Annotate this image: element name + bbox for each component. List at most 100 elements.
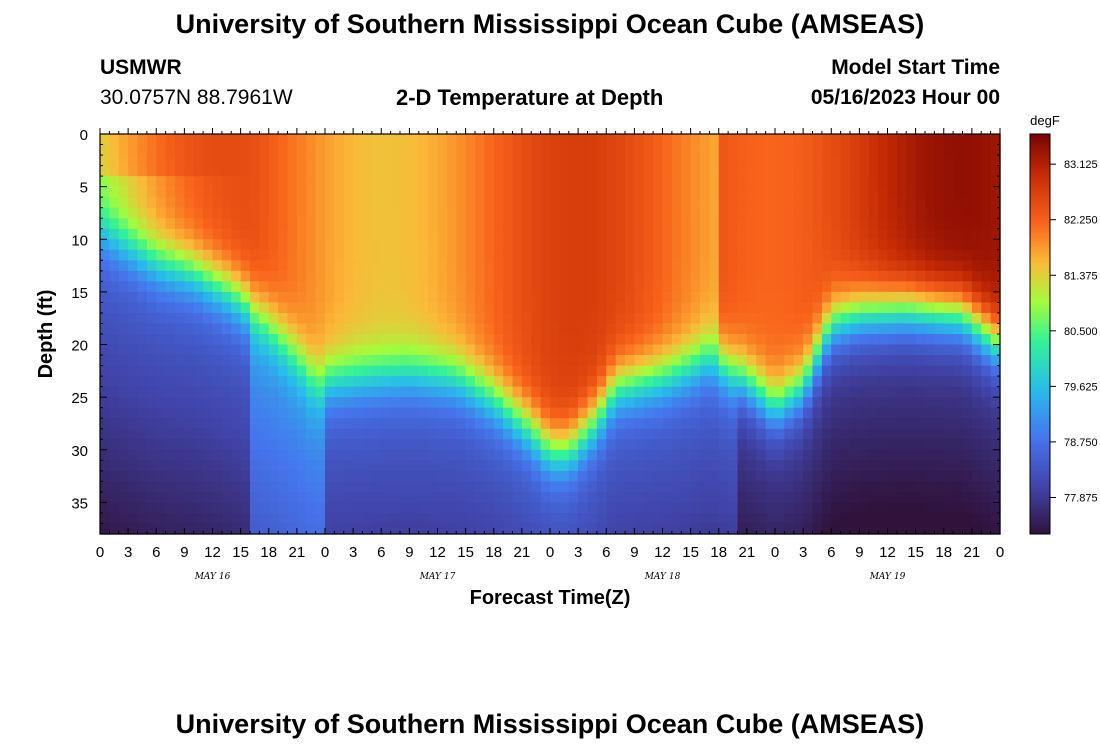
heatmap-cell [296, 397, 307, 409]
heatmap-cell [709, 302, 720, 314]
heatmap-cell [240, 344, 251, 356]
heatmap-cell [915, 218, 926, 230]
heatmap-cell [193, 470, 204, 482]
heatmap-cell [531, 470, 542, 482]
heatmap-cell [793, 512, 804, 525]
heatmap-cell [390, 386, 401, 398]
heatmap-cell [512, 344, 523, 356]
heatmap-cell [934, 386, 945, 398]
heatmap-cell [521, 523, 532, 535]
heatmap-cell [746, 249, 757, 261]
heatmap-cell [934, 481, 945, 493]
heatmap-cell [212, 207, 223, 219]
heatmap-cell [868, 502, 879, 514]
heatmap-cell [315, 502, 326, 514]
heatmap-cell [353, 134, 364, 146]
heatmap-cell [962, 460, 973, 472]
heatmap-cell [709, 460, 720, 472]
heatmap-cell [578, 218, 589, 230]
heatmap-cell [653, 439, 664, 451]
heatmap-cell [268, 218, 279, 230]
heatmap-cell [437, 407, 448, 419]
heatmap-cell [681, 428, 692, 440]
heatmap-cell [793, 323, 804, 335]
heatmap-cell [559, 249, 570, 261]
heatmap-cell [400, 512, 410, 525]
heatmap-cell [728, 323, 739, 335]
heatmap-cell [718, 428, 729, 440]
heatmap-cell [681, 439, 692, 451]
heatmap-cell [371, 281, 382, 293]
heatmap-cell [287, 186, 298, 198]
heatmap-cell [409, 512, 420, 525]
heatmap-cell [343, 239, 354, 251]
heatmap-cell [662, 270, 673, 282]
heatmap-cell [446, 155, 457, 167]
heatmap-cell [128, 344, 139, 356]
heatmap-cell [381, 302, 392, 314]
heatmap-cell [334, 449, 345, 461]
heatmap-cell [634, 176, 645, 188]
heatmap-cell [718, 344, 729, 356]
heatmap-cell [906, 165, 917, 177]
heatmap-cell [812, 355, 823, 367]
heatmap-cell [559, 155, 570, 167]
heatmap-cell [953, 397, 964, 409]
heatmap-cell [118, 134, 129, 146]
heatmap-cell [193, 491, 204, 504]
heatmap-cell [475, 270, 485, 282]
heatmap-cell [943, 228, 954, 240]
heatmap-cell [896, 302, 907, 314]
heatmap-cell [521, 144, 532, 156]
heatmap-cell [850, 407, 860, 419]
heatmap-cell [803, 144, 814, 156]
heatmap-cell [137, 523, 148, 535]
heatmap-cell [100, 249, 110, 261]
heatmap-cell [175, 270, 185, 282]
heatmap-cell [615, 165, 626, 177]
heatmap-cell [925, 344, 935, 356]
heatmap-cell [803, 376, 814, 388]
heatmap-cell [934, 344, 945, 356]
heatmap-cell [343, 144, 354, 156]
heatmap-cell [568, 460, 579, 472]
heatmap-cell [559, 397, 570, 409]
heatmap-cell [259, 376, 270, 388]
heatmap-cell [493, 386, 504, 398]
heatmap-cell [709, 176, 720, 188]
heatmap-cell [428, 144, 439, 156]
heatmap-cell [343, 491, 354, 504]
heatmap-cell [250, 481, 260, 493]
heatmap-cell [690, 428, 701, 440]
heatmap-cell [587, 239, 598, 251]
heatmap-cell [596, 449, 607, 461]
heatmap-cell [343, 365, 354, 377]
heatmap-cell [503, 512, 514, 525]
heatmap-cell [728, 144, 739, 156]
heatmap-cell [756, 134, 767, 146]
heatmap-cell [465, 407, 476, 419]
heatmap-cell [278, 334, 289, 346]
heatmap-cell [953, 355, 964, 367]
heatmap-cell [184, 512, 195, 525]
heatmap-cell [859, 249, 870, 261]
heatmap-cell [146, 397, 157, 409]
heatmap-cell [165, 428, 176, 440]
y-tick-label: 25 [71, 390, 88, 407]
heatmap-cell [671, 376, 682, 388]
heatmap-cell [381, 470, 392, 482]
heatmap-cell [868, 386, 879, 398]
heatmap-cell [221, 270, 232, 282]
heatmap-cell [793, 491, 804, 504]
heatmap-cell [971, 470, 982, 482]
heatmap-cell [953, 323, 964, 335]
heatmap-cell [156, 523, 167, 535]
heatmap-cell [981, 418, 992, 430]
heatmap-cell [428, 418, 439, 430]
heatmap-cell [559, 386, 570, 398]
heatmap-cell [775, 407, 785, 419]
heatmap-cell [193, 512, 204, 525]
heatmap-cell [887, 428, 898, 440]
heatmap-cell [756, 218, 767, 230]
heatmap-cell [943, 270, 954, 282]
